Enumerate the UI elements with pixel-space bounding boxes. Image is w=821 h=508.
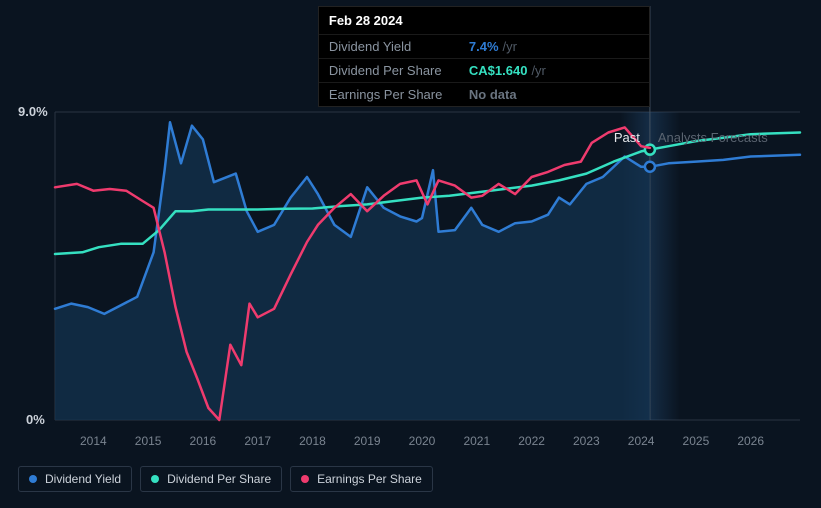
legend-label: Dividend Yield [45, 472, 121, 486]
y-axis-max-label: 9.0% [18, 104, 48, 119]
x-axis-label: 2022 [518, 434, 545, 448]
x-axis-label: 2021 [463, 434, 490, 448]
x-axis-label: 2025 [683, 434, 710, 448]
x-axis-label: 2024 [628, 434, 655, 448]
tooltip-date: Feb 28 2024 [319, 7, 649, 34]
tooltip-row: Dividend Per ShareCA$1.640/yr [319, 58, 649, 82]
legend-label: Dividend Per Share [167, 472, 271, 486]
legend-item[interactable]: Dividend Per Share [140, 466, 282, 492]
x-axis-label: 2015 [135, 434, 162, 448]
x-axis-label: 2023 [573, 434, 600, 448]
dividend-chart: 9.0% 0% 2014 2015 2016 2017 2018 2019 2020 2021… [0, 0, 821, 508]
data-tooltip: Feb 28 2024 Dividend Yield7.4%/yrDividen… [318, 6, 650, 107]
x-axis-label: 2016 [190, 434, 217, 448]
tooltip-row-value: CA$1.640/yr [469, 63, 546, 78]
legend-dot-icon [151, 475, 159, 483]
x-axis-label: 2019 [354, 434, 381, 448]
x-axis-label: 2020 [409, 434, 436, 448]
x-axis-label: 2018 [299, 434, 326, 448]
legend-dot-icon [29, 475, 37, 483]
forecast-label: Analysts Forecasts [658, 130, 768, 145]
tooltip-row-value: 7.4%/yr [469, 39, 517, 54]
tooltip-row-label: Earnings Per Share [329, 87, 469, 102]
y-axis-min-label: 0% [26, 412, 45, 427]
tooltip-row-label: Dividend Per Share [329, 63, 469, 78]
x-axis-label: 2017 [244, 434, 271, 448]
legend-item[interactable]: Earnings Per Share [290, 466, 433, 492]
tooltip-row-value: No data [469, 87, 517, 102]
legend-dot-icon [301, 475, 309, 483]
x-axis-label: 2026 [737, 434, 764, 448]
x-axis-label: 2014 [80, 434, 107, 448]
tooltip-row: Earnings Per ShareNo data [319, 82, 649, 106]
legend-item[interactable]: Dividend Yield [18, 466, 132, 492]
tooltip-row: Dividend Yield7.4%/yr [319, 34, 649, 58]
tooltip-row-label: Dividend Yield [329, 39, 469, 54]
legend-label: Earnings Per Share [317, 472, 422, 486]
chart-legend: Dividend Yield Dividend Per Share Earnings… [18, 466, 433, 492]
past-label: Past [614, 130, 640, 145]
